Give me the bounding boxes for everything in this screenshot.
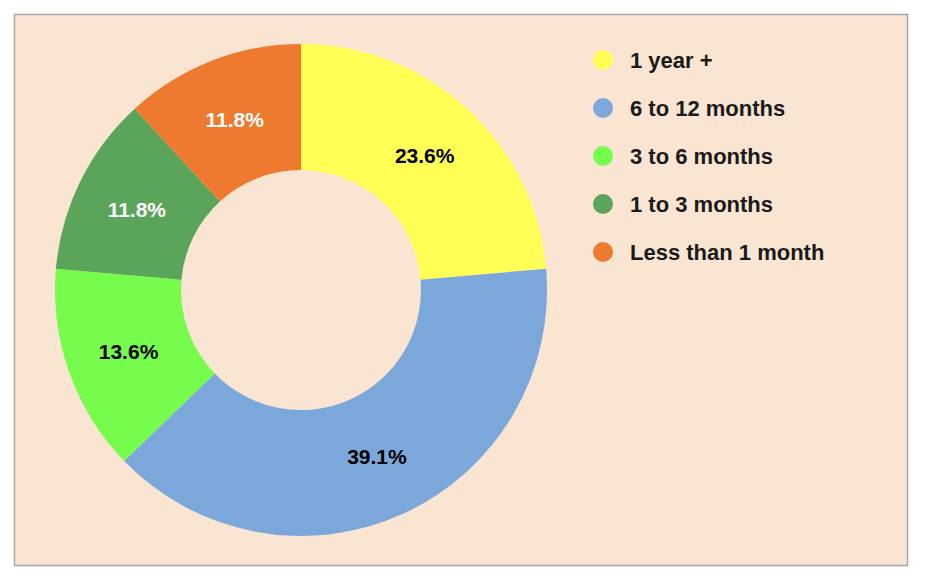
background [15,15,908,566]
legend-label: 6 to 12 months [630,96,785,121]
data-label: 11.8% [205,108,264,131]
slice [55,269,215,461]
legend-label: Less than 1 month [630,240,824,265]
legend-swatch [593,98,613,118]
slice [301,44,546,280]
data-label: 39.1% [347,445,407,468]
legend: 1 year + 6 to 12 months 3 to 6 months 1 to … [593,48,824,265]
data-labels: 23.6% 39.1% 13.6% 11.8% 11.8% [99,108,455,468]
data-label: 23.6% [395,144,455,167]
legend-swatch [593,194,613,214]
legend-label: 1 year + [630,48,713,73]
slice [124,269,547,536]
data-label: 13.6% [99,340,159,363]
legend-swatch [593,50,613,70]
legend-label: 1 to 3 months [630,192,773,217]
slice [135,44,301,202]
legend-swatch [593,146,613,166]
legend-swatch [593,242,613,262]
legend-label: 3 to 6 months [630,144,773,169]
slices [55,44,547,536]
chart: 23.6% 39.1% 13.6% 11.8% 11.8% 1 year + 6 to 12… [0,0,926,586]
data-label: 11.8% [108,198,167,221]
